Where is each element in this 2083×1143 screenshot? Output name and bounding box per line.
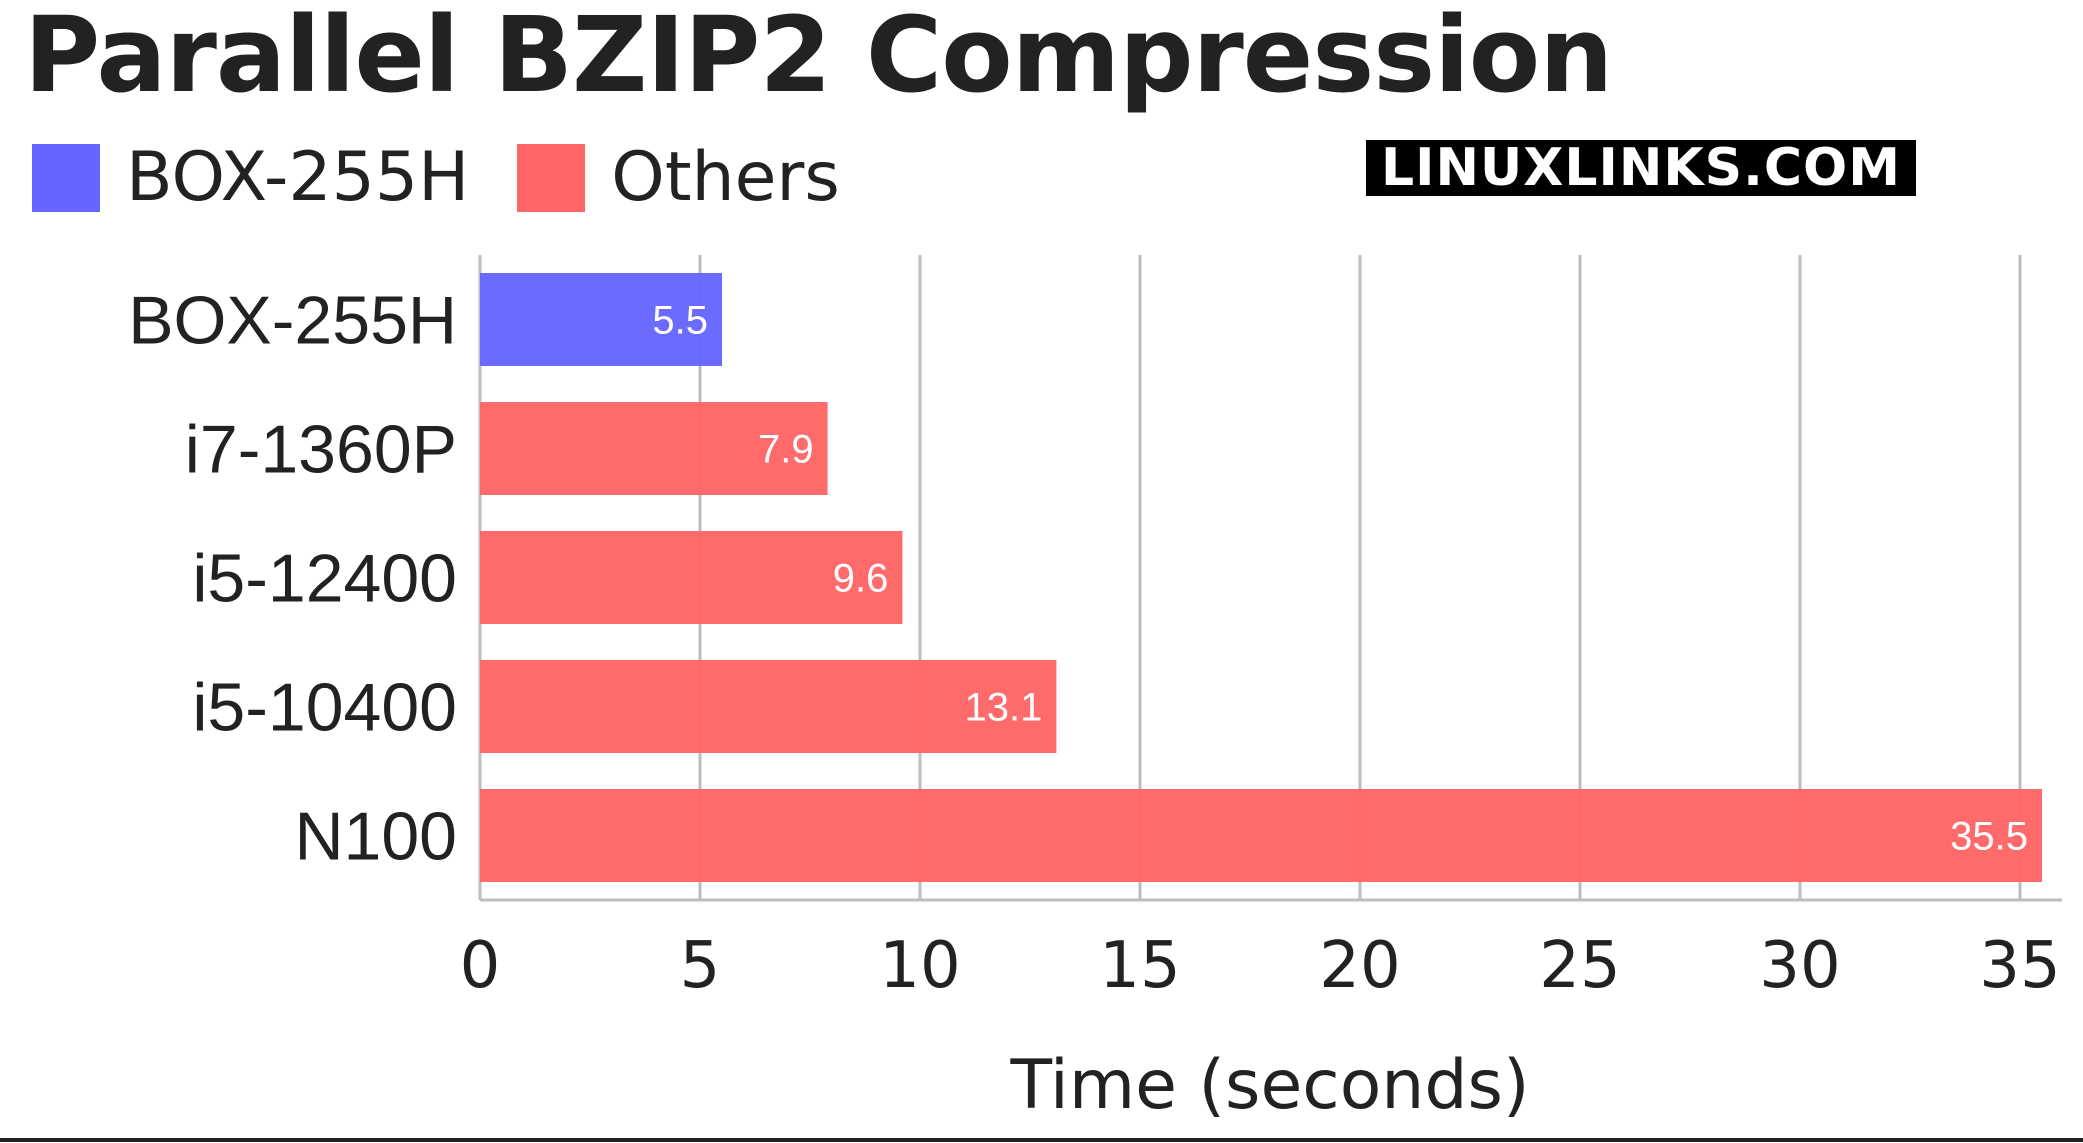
x-tick-label-1: 5	[680, 929, 721, 1003]
legend-swatch-box-255h	[32, 143, 100, 212]
category-label-2: i5-12400	[192, 541, 457, 617]
x-tick-label-7: 35	[1979, 929, 2060, 1003]
legend-label-box-255h: BOX-255H	[126, 138, 470, 217]
watermark-logo: LINUXLINKS.COM	[1366, 140, 1916, 196]
bar-3	[480, 660, 1057, 753]
category-label-3: i5-10400	[192, 670, 457, 746]
category-label-0: BOX-255H	[128, 283, 457, 359]
x-tick-label-5: 25	[1539, 929, 1620, 1003]
category-label-4: N100	[294, 799, 457, 875]
bar-0	[480, 273, 722, 366]
bar-value-label-3: 13.1	[965, 686, 1043, 730]
bar-1	[480, 402, 828, 495]
legend-item-others: Others	[517, 138, 840, 217]
bar-value-label-1: 7.9	[758, 428, 814, 472]
bar-value-label-2: 9.6	[833, 557, 889, 601]
legend-label-others: Others	[611, 138, 840, 217]
x-axis-label: Time (seconds)	[1009, 1046, 1529, 1125]
bar-value-label-4: 35.5	[1950, 815, 2028, 859]
bar-2	[480, 531, 903, 624]
legend: BOX-255H Others	[32, 138, 888, 217]
chart-title: Parallel BZIP2 Compression	[24, 0, 1613, 116]
x-tick-label-2: 10	[879, 929, 960, 1003]
legend-item-box-255h: BOX-255H	[32, 138, 469, 217]
category-label-1: i7-1360P	[185, 412, 457, 488]
bar-4	[480, 789, 2042, 882]
x-tick-label-6: 30	[1759, 929, 1840, 1003]
x-tick-label-0: 0	[460, 929, 501, 1003]
x-tick-label-4: 20	[1319, 929, 1400, 1003]
legend-swatch-others	[517, 143, 586, 212]
bottom-rule	[0, 1138, 2083, 1142]
bar-value-label-0: 5.5	[652, 299, 708, 343]
x-tick-label-3: 15	[1099, 929, 1180, 1003]
